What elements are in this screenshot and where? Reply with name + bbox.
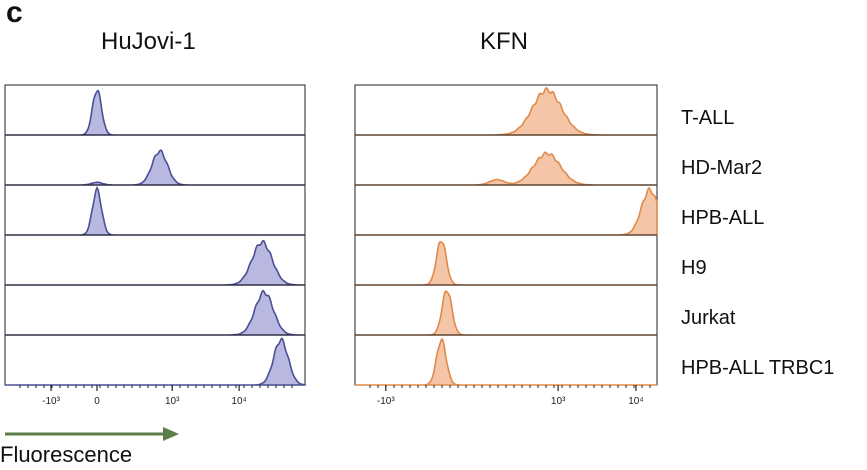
histogram-1-3: [355, 240, 657, 286]
histogram-0-3: [5, 239, 305, 286]
histogram-0-1: [5, 149, 305, 186]
histogram-1-1: [355, 151, 657, 186]
tick-label-0-0: -10³: [42, 396, 60, 407]
histogram-1-5: [355, 337, 657, 386]
histogram-1-0: [355, 86, 657, 136]
histogram-0-5: [5, 337, 306, 386]
tick-label-0-3: 10⁴: [231, 396, 246, 407]
row-label-jurkat: Jurkat: [681, 307, 736, 329]
row-label-h9: H9: [681, 257, 707, 279]
histogram-1-4: [355, 290, 657, 336]
row-label-t-all: T-ALL: [681, 107, 735, 129]
histogram-1-2: [355, 186, 658, 236]
histogram-0-0: [5, 89, 305, 136]
histogram-0-4: [5, 289, 305, 336]
panel-letter: c: [6, 0, 23, 29]
left-chart-title: HuJovi-1: [101, 28, 196, 55]
row-label-hpb-all-trbc1: HPB-ALL TRBC1: [681, 357, 835, 379]
x-axis-label: Fluorescence: [0, 442, 133, 467]
tick-label-0-1: 0: [94, 396, 100, 407]
tick-label-1-1: 10³: [551, 396, 566, 407]
row-label-hd-mar2: HD-Mar2: [681, 157, 763, 179]
row-label-hpb-all: HPB-ALL: [681, 207, 765, 229]
histogram-0-2: [5, 186, 305, 236]
fluorescence-arrow-head: [163, 427, 179, 441]
right-chart-title: KFN: [480, 28, 528, 55]
tick-label-1-0: -10³: [377, 396, 395, 407]
tick-label-1-2: 10⁴: [628, 396, 643, 407]
tick-label-0-2: 10³: [165, 396, 180, 407]
